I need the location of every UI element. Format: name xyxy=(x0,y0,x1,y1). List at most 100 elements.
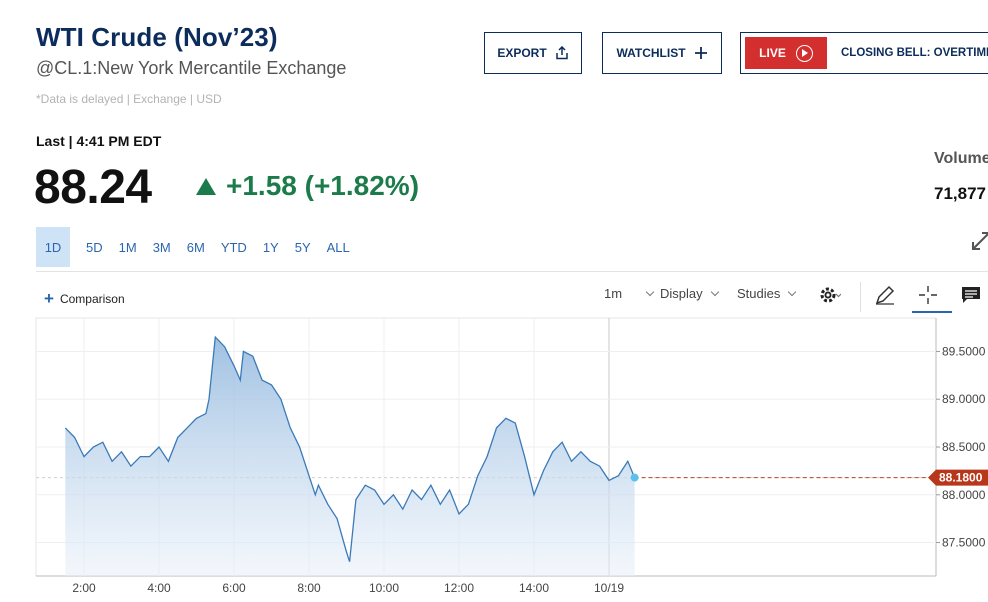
export-button[interactable]: EXPORT xyxy=(484,32,582,74)
data-point[interactable] xyxy=(420,498,423,501)
data-point[interactable] xyxy=(148,455,151,458)
data-point[interactable] xyxy=(429,484,432,487)
data-point[interactable] xyxy=(458,512,461,515)
price-area xyxy=(65,337,635,576)
data-point[interactable] xyxy=(476,474,479,477)
data-point[interactable] xyxy=(326,503,329,506)
range-tab-1y[interactable]: 1Y xyxy=(262,239,279,255)
data-point[interactable] xyxy=(608,479,611,482)
data-point[interactable] xyxy=(186,426,189,429)
range-tab-1m[interactable]: 1M xyxy=(118,239,137,255)
data-point[interactable] xyxy=(448,489,451,492)
data-point[interactable] xyxy=(64,426,67,429)
data-point[interactable] xyxy=(158,446,161,449)
data-point[interactable] xyxy=(523,455,526,458)
data-point[interactable] xyxy=(111,460,114,463)
data-point[interactable] xyxy=(439,503,442,506)
price-chart[interactable]: 2:00 4:00 6:00 8:00 10:00 12:00 14:00 10/19 89.5… xyxy=(0,314,988,602)
data-point[interactable] xyxy=(279,398,282,401)
data-point[interactable] xyxy=(298,446,301,449)
last-price-tag xyxy=(928,469,988,486)
data-point[interactable] xyxy=(354,498,357,501)
data-point[interactable] xyxy=(345,551,348,554)
range-tab-3m[interactable]: 3M xyxy=(152,239,171,255)
range-tab-5d[interactable]: 5D xyxy=(86,239,103,255)
data-point[interactable] xyxy=(486,455,489,458)
interval-dropdown[interactable]: 1m xyxy=(604,286,655,301)
data-point[interactable] xyxy=(204,412,207,415)
data-point[interactable] xyxy=(561,441,564,444)
data-point[interactable] xyxy=(411,489,414,492)
data-point[interactable] xyxy=(167,460,170,463)
data-point[interactable] xyxy=(598,465,601,468)
crosshair-icon[interactable] xyxy=(916,283,940,307)
range-tab-1d[interactable]: 1D xyxy=(36,227,70,267)
data-point[interactable] xyxy=(348,560,351,563)
data-point[interactable] xyxy=(364,484,367,487)
studies-label: Studies xyxy=(737,286,781,301)
data-point[interactable] xyxy=(251,355,254,358)
data-point[interactable] xyxy=(92,446,95,449)
data-point[interactable] xyxy=(392,493,395,496)
x-tick-label: 10:00 xyxy=(369,581,399,595)
data-point[interactable] xyxy=(101,441,104,444)
data-point[interactable] xyxy=(467,503,470,506)
data-point[interactable] xyxy=(317,484,320,487)
display-dropdown[interactable]: Display xyxy=(660,286,719,301)
data-point[interactable] xyxy=(239,379,242,382)
data-point[interactable] xyxy=(242,350,245,353)
data-point[interactable] xyxy=(289,426,292,429)
data-point[interactable] xyxy=(195,417,198,420)
studies-dropdown[interactable]: Studies xyxy=(737,286,797,301)
range-tab-all[interactable]: ALL xyxy=(326,239,350,255)
data-point[interactable] xyxy=(176,436,179,439)
data-point[interactable] xyxy=(214,336,217,339)
data-point[interactable] xyxy=(401,508,404,511)
section-divider xyxy=(36,271,988,272)
pencil-icon[interactable] xyxy=(873,283,897,307)
data-point[interactable] xyxy=(233,364,236,367)
data-point[interactable] xyxy=(223,345,226,348)
data-point[interactable] xyxy=(83,455,86,458)
data-point[interactable] xyxy=(314,493,317,496)
data-point[interactable] xyxy=(533,493,536,496)
range-tab-6m[interactable]: 6M xyxy=(186,239,205,255)
data-point[interactable] xyxy=(373,489,376,492)
data-point[interactable] xyxy=(208,398,211,401)
active-tool-indicator xyxy=(912,311,952,313)
gear-icon[interactable] xyxy=(817,283,841,307)
plus-icon xyxy=(694,47,707,59)
last-price: 88.24 xyxy=(34,161,152,214)
chevron-down-icon xyxy=(645,287,655,297)
data-point[interactable] xyxy=(542,469,545,472)
data-point[interactable] xyxy=(120,450,123,453)
range-tab-5y[interactable]: 5Y xyxy=(294,239,311,255)
data-point[interactable] xyxy=(579,450,582,453)
expand-arrows-icon[interactable] xyxy=(970,230,988,252)
data-point[interactable] xyxy=(383,503,386,506)
data-point[interactable] xyxy=(261,379,264,382)
data-point[interactable] xyxy=(336,517,339,520)
comment-icon[interactable] xyxy=(959,283,983,307)
data-point[interactable] xyxy=(270,383,273,386)
x-tick-label: 8:00 xyxy=(297,581,321,595)
export-label: EXPORT xyxy=(497,46,547,60)
data-point[interactable] xyxy=(139,455,142,458)
data-point[interactable] xyxy=(129,465,132,468)
data-point[interactable] xyxy=(626,460,629,463)
data-point[interactable] xyxy=(617,474,620,477)
x-tick-label: 2:00 xyxy=(72,581,96,595)
data-point[interactable] xyxy=(514,422,517,425)
volume-label: Volume xyxy=(934,150,988,167)
data-point[interactable] xyxy=(589,460,592,463)
range-tab-ytd[interactable]: YTD xyxy=(220,239,247,255)
data-point[interactable] xyxy=(570,460,573,463)
data-point[interactable] xyxy=(308,474,311,477)
comparison-button[interactable]: + Comparison xyxy=(44,290,125,307)
watchlist-button[interactable]: WATCHLIST xyxy=(602,32,722,74)
data-point[interactable] xyxy=(551,450,554,453)
data-point[interactable] xyxy=(504,417,507,420)
data-point[interactable] xyxy=(495,426,498,429)
data-point[interactable] xyxy=(73,436,76,439)
live-tv-button[interactable]: LIVE CLOSING BELL: OVERTIME xyxy=(740,32,988,74)
